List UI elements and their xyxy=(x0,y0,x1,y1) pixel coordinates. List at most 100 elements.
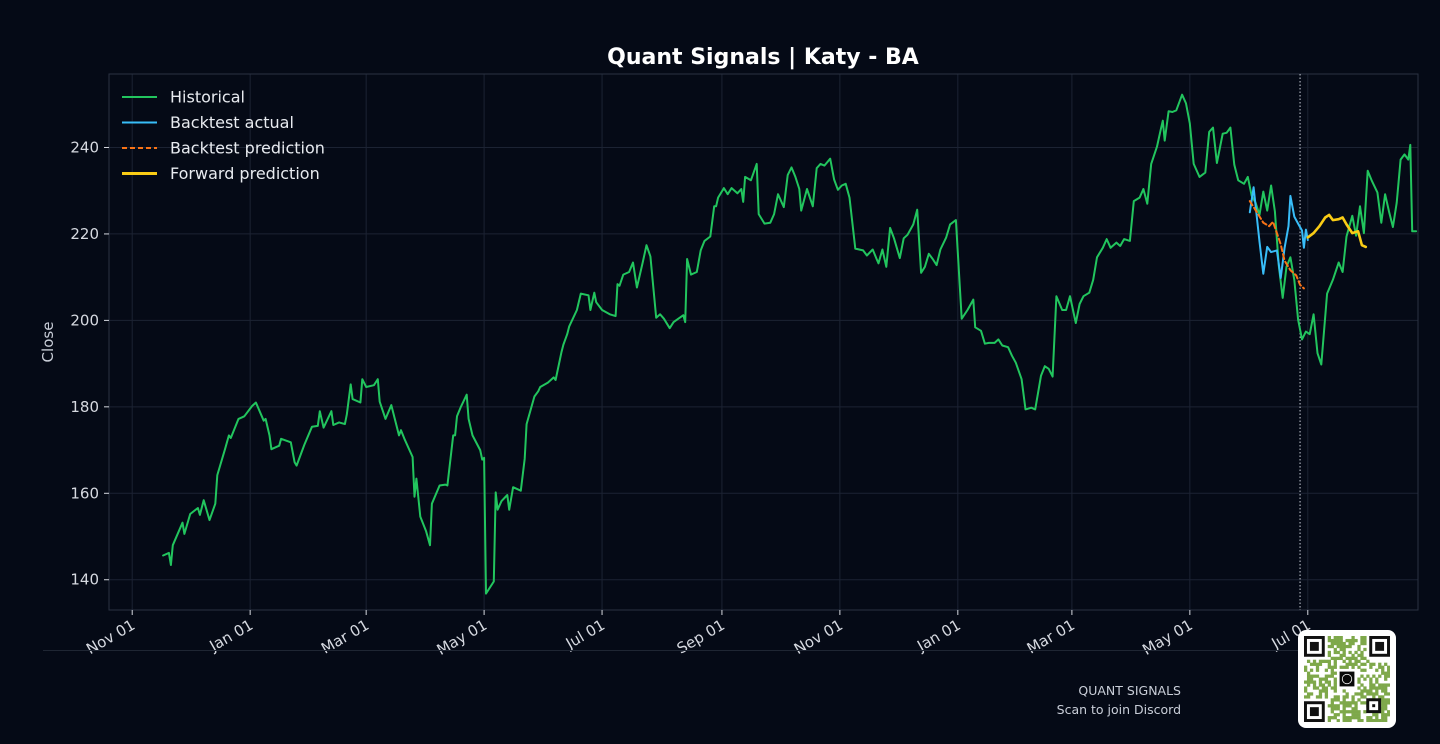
qr-module xyxy=(1357,716,1361,720)
qr-module xyxy=(1363,686,1367,690)
qr-module xyxy=(1304,686,1308,690)
qr-module xyxy=(1381,671,1385,675)
qr-module xyxy=(1372,674,1376,678)
plot-frame xyxy=(108,73,1419,611)
qr-module xyxy=(1336,638,1340,643)
qr-module xyxy=(1384,677,1388,681)
series-line-forward-prediction xyxy=(1306,213,1368,249)
qr-module xyxy=(1324,659,1329,663)
qr-module xyxy=(1387,671,1390,675)
qr-module xyxy=(1354,716,1358,720)
qr-module xyxy=(1369,689,1373,693)
qr-module xyxy=(1360,692,1364,696)
qr-module xyxy=(1315,662,1320,666)
qr-module xyxy=(1354,701,1358,705)
qr-module xyxy=(1348,644,1352,649)
qr-module xyxy=(1330,656,1334,661)
qr-module xyxy=(1345,719,1349,722)
qr-module xyxy=(1363,695,1367,699)
qr-module xyxy=(1339,636,1343,640)
qr-module xyxy=(1378,719,1382,722)
qr-module xyxy=(1360,641,1364,646)
qr-module xyxy=(1327,704,1331,708)
qr-module xyxy=(1351,656,1355,661)
qr-module xyxy=(1357,698,1361,702)
qr-module xyxy=(1381,716,1385,720)
qr-module xyxy=(1330,641,1334,646)
qr-module xyxy=(1345,656,1349,661)
qr-module xyxy=(1372,713,1376,717)
qr-module xyxy=(1348,641,1352,646)
qr-module xyxy=(1336,704,1340,708)
qr-module xyxy=(1342,695,1346,699)
qr-module xyxy=(1354,707,1358,711)
qr-module xyxy=(1378,674,1382,678)
x-tick-label: Mar 01 xyxy=(1024,616,1078,658)
qr-module xyxy=(1330,686,1334,690)
qr-finder xyxy=(1375,641,1385,651)
qr-finder xyxy=(1309,641,1319,651)
qr-module xyxy=(1318,680,1323,684)
qr-module xyxy=(1318,662,1323,666)
qr-module xyxy=(1309,674,1314,678)
x-tick-label: May 01 xyxy=(1139,616,1196,659)
qr-align xyxy=(1372,704,1376,708)
qr-module xyxy=(1348,638,1352,643)
legend-label-backtest-prediction: Backtest prediction xyxy=(170,139,325,158)
qr-module xyxy=(1369,662,1373,666)
qr-module xyxy=(1375,680,1379,684)
qr-module xyxy=(1369,677,1373,681)
qr-module xyxy=(1336,636,1340,640)
qr-module xyxy=(1375,692,1379,696)
qr-module xyxy=(1333,713,1337,717)
qr-module xyxy=(1342,719,1346,722)
qr-module xyxy=(1363,710,1367,714)
qr-module xyxy=(1345,692,1349,696)
qr-module xyxy=(1327,719,1331,722)
qr-module xyxy=(1387,674,1390,678)
qr-module xyxy=(1378,665,1382,669)
qr-module xyxy=(1333,656,1337,661)
qr-module xyxy=(1339,665,1343,669)
qr-module xyxy=(1357,659,1361,663)
qr-module xyxy=(1381,719,1385,722)
qr-module xyxy=(1306,692,1311,696)
qr-module xyxy=(1369,716,1373,720)
qr-module xyxy=(1366,689,1370,693)
qr-module xyxy=(1330,710,1334,714)
qr-module xyxy=(1369,686,1373,690)
qr-module xyxy=(1327,644,1331,649)
qr-module xyxy=(1357,644,1361,649)
qr-module xyxy=(1327,674,1331,678)
qr-module xyxy=(1381,704,1385,708)
qr-module xyxy=(1336,707,1340,711)
qr-module xyxy=(1360,636,1364,640)
qr-module xyxy=(1360,650,1364,655)
qr-module xyxy=(1360,674,1364,678)
qr-module xyxy=(1339,644,1343,649)
qr-module xyxy=(1324,695,1329,699)
qr-module xyxy=(1354,662,1358,666)
qr-module xyxy=(1363,701,1367,705)
qr-module xyxy=(1330,644,1334,649)
discord-qr-code[interactable] xyxy=(1298,630,1396,728)
qr-module xyxy=(1333,641,1337,646)
qr-module xyxy=(1354,704,1358,708)
qr-module xyxy=(1381,683,1385,687)
qr-module xyxy=(1321,659,1326,663)
qr-module xyxy=(1324,668,1329,672)
qr-module xyxy=(1330,698,1334,702)
qr-module xyxy=(1357,686,1361,690)
qr-module xyxy=(1336,698,1340,702)
qr-module xyxy=(1357,719,1361,722)
qr-module xyxy=(1312,662,1317,666)
qr-module xyxy=(1333,665,1337,669)
qr-module xyxy=(1327,653,1331,658)
qr-module xyxy=(1318,659,1323,663)
qr-module xyxy=(1357,647,1361,652)
qr-center-logo xyxy=(1339,671,1355,687)
qr-module xyxy=(1354,656,1358,661)
qr-module xyxy=(1384,674,1388,678)
footer-brand: QUANT SIGNALS xyxy=(1078,683,1181,698)
